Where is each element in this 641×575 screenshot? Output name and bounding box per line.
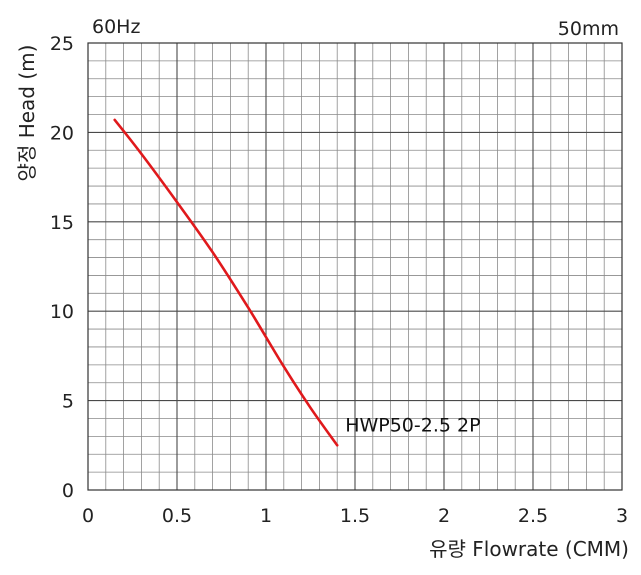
- y-tick-label: 15: [50, 212, 74, 234]
- y-tick-label: 0: [62, 480, 74, 502]
- major-grid: [88, 43, 622, 490]
- x-tick-label: 1.5: [340, 505, 370, 527]
- x-tick-label: 3: [616, 505, 628, 527]
- x-tick-label: 1: [260, 505, 272, 527]
- plot-frame: [87, 42, 623, 491]
- y-tick-label: 25: [50, 33, 74, 55]
- y-tick-label: 20: [50, 122, 74, 144]
- frequency-label: 60Hz: [92, 16, 140, 38]
- x-axis-title: 유량 Flowrate (CMM): [429, 537, 629, 561]
- y-tick-label: 10: [50, 301, 74, 323]
- x-tick-label: 2: [438, 505, 450, 527]
- x-tick-label: 2.5: [518, 505, 548, 527]
- y-axis-title: 양정 Head (m): [15, 45, 39, 182]
- x-tick-label: 0: [82, 505, 94, 527]
- x-tick-label: 0.5: [162, 505, 192, 527]
- series-label-hwp50: HWP50-2.5 2P: [345, 414, 480, 436]
- pipe-size-label: 50mm: [558, 18, 619, 40]
- y-tick-label: 5: [62, 391, 74, 413]
- series-line-hwp50: [113, 118, 339, 447]
- y-tick-labels: 0 5 10 15 20 25: [50, 33, 74, 502]
- x-tick-labels: 0 0.5 1 1.5 2 2.5 3: [82, 505, 628, 527]
- series-lines: HWP50-2.5 2P: [113, 118, 481, 447]
